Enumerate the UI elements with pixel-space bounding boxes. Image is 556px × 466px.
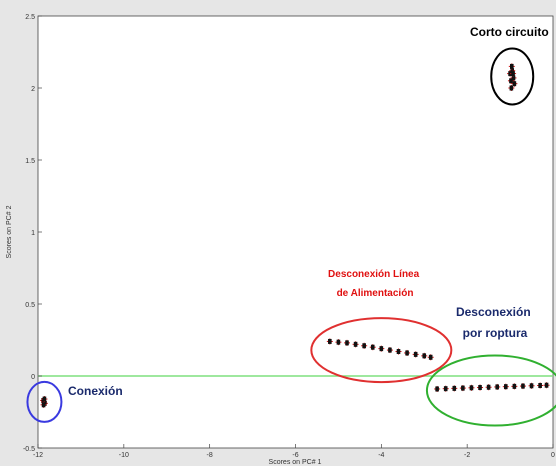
x-tick-label: -2 — [464, 452, 470, 459]
y-tick-label: 0 — [31, 374, 35, 381]
x-axis-title: Scores on PC# 1 — [269, 459, 322, 466]
data-point — [41, 402, 46, 408]
x-tick-label: -6 — [292, 452, 298, 459]
y-tick-label: 0.5 — [25, 302, 35, 309]
data-point — [353, 341, 358, 347]
data-point — [511, 71, 515, 77]
x-axis-ticks: -12 -10 -8 -6 -4 -2 0 — [33, 444, 555, 459]
data-point — [521, 383, 525, 389]
label-desconexion-linea: Desconexión Línea de Alimentación — [328, 269, 422, 299]
data-point — [345, 340, 349, 346]
data-point — [42, 396, 47, 402]
data-point — [529, 383, 534, 389]
data-point — [486, 384, 491, 390]
x-tick-label: -4 — [378, 452, 384, 459]
data-point — [478, 385, 482, 391]
label-desconexion-roptura: Desconexión por roptura — [456, 305, 534, 340]
y-axis-title: Scores on PC# 2 — [6, 205, 13, 258]
data-point — [370, 344, 375, 350]
y-tick-label: -0.5 — [23, 446, 35, 453]
y-tick-label: 2.5 — [25, 14, 35, 21]
data-point — [509, 85, 514, 91]
data-point — [461, 385, 465, 391]
x-tick-label: -8 — [207, 452, 213, 459]
data-point — [495, 384, 500, 390]
data-point — [512, 81, 517, 87]
y-axis-ticks: -0.5 0 0.5 1 1.5 2 2.5 — [23, 14, 42, 453]
data-point — [428, 354, 433, 360]
data-point — [328, 338, 332, 344]
data-point — [508, 71, 512, 77]
x-tick-label: -10 — [119, 452, 129, 459]
data-point — [538, 383, 542, 389]
data-point — [388, 347, 392, 353]
data-point — [469, 385, 474, 391]
data-point — [509, 78, 513, 84]
cluster-ellipse — [425, 354, 556, 427]
y-tick-label: 1 — [31, 230, 35, 237]
x-tick-label: -12 — [33, 452, 43, 459]
data-point — [435, 386, 439, 392]
cluster-ellipse — [490, 47, 535, 106]
data-point — [512, 383, 517, 389]
data-point — [510, 68, 515, 74]
data-point — [362, 343, 366, 349]
label-corto-circuito: Corto circuito — [470, 25, 549, 39]
data-point — [396, 349, 401, 355]
data-point — [413, 351, 418, 357]
label-conexion: Conexión — [68, 384, 123, 398]
data-point — [405, 350, 409, 356]
data-point — [379, 346, 384, 352]
cluster-ellipse — [26, 380, 63, 423]
y-tick-label: 2 — [31, 86, 35, 93]
data-point — [511, 75, 516, 81]
data-point — [452, 385, 457, 391]
x-tick-label: 0 — [551, 452, 555, 459]
data-point — [544, 382, 549, 388]
y-tick-label: 1.5 — [25, 158, 35, 165]
cluster-ellipse-layer — [26, 47, 556, 427]
data-point — [510, 63, 514, 69]
data-point — [503, 384, 508, 390]
data-point — [422, 353, 427, 359]
data-point — [336, 339, 341, 345]
data-points-layer — [40, 63, 550, 408]
cluster-ellipse — [310, 317, 453, 384]
data-point — [443, 386, 448, 392]
